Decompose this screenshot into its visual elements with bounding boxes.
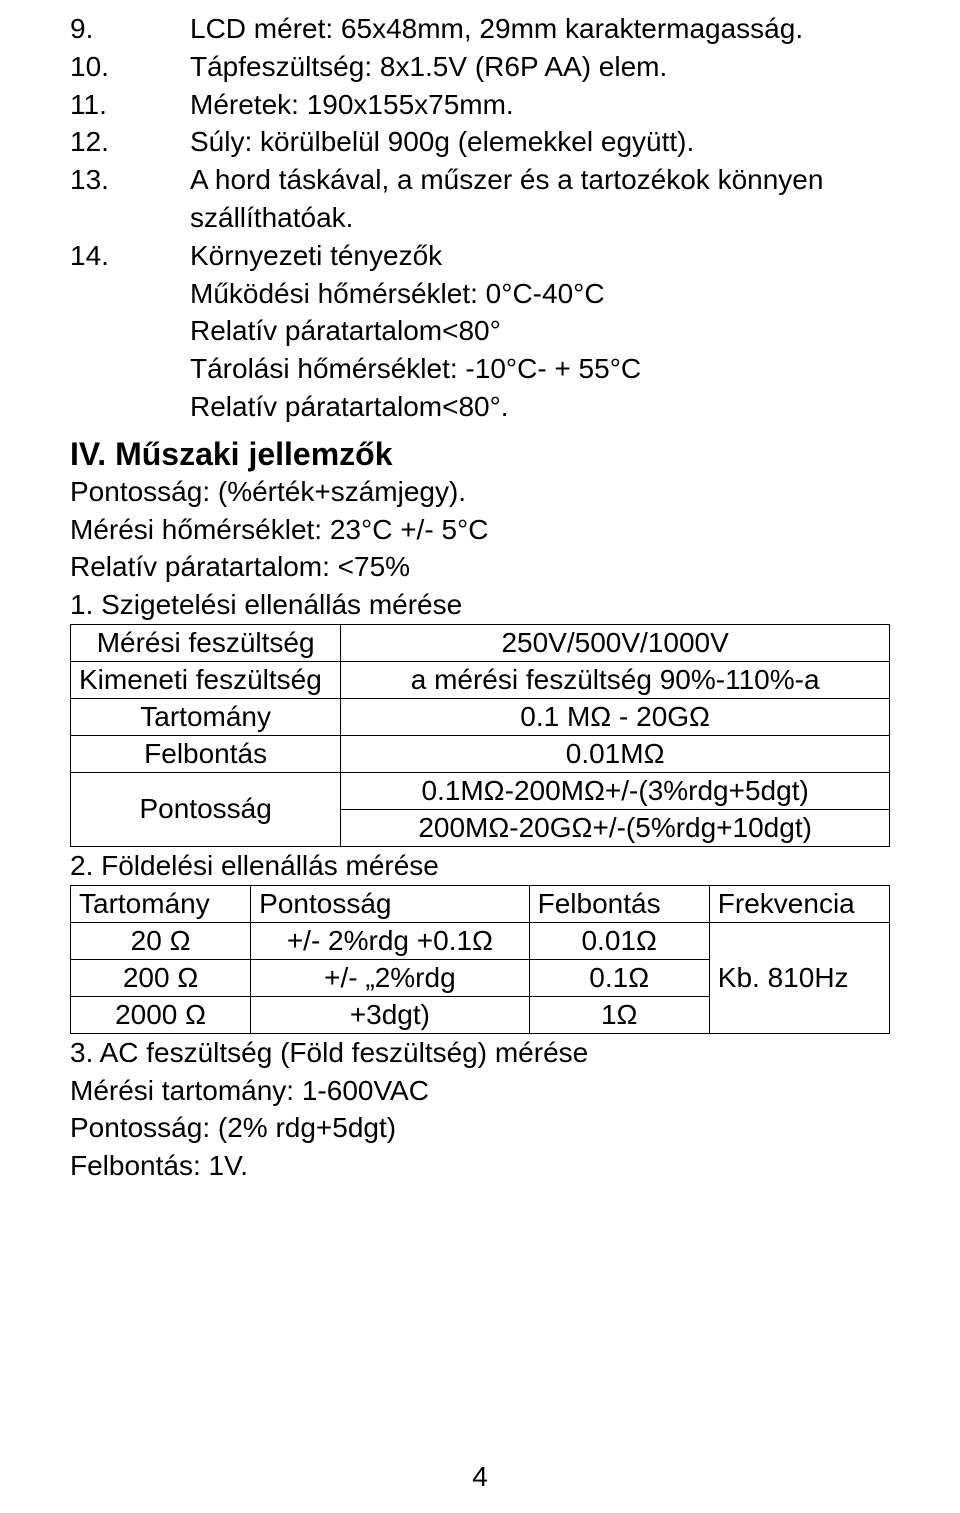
list-number: 11. xyxy=(70,86,190,124)
table-cell: Kimeneti feszültség xyxy=(71,661,341,698)
measurement-line: Felbontás: 1V. xyxy=(70,1147,890,1185)
list-number: 10. xyxy=(70,48,190,86)
section-sub: Relatív páratartalom: <75% xyxy=(70,548,890,586)
table-cell: +3dgt) xyxy=(251,996,529,1033)
table-cell: 250V/500V/1000V xyxy=(341,624,890,661)
table-cell: 0.1MΩ-200MΩ+/-(3%rdg+5dgt) xyxy=(341,772,890,809)
table-header: Felbontás xyxy=(529,885,709,922)
list-text: A hord táskával, a műszer és a tartozéko… xyxy=(190,161,890,237)
measurement-line: Pontosság: (2% rdg+5dgt) xyxy=(70,1109,890,1147)
table-cell: 0.01Ω xyxy=(529,922,709,959)
table-cell: +/- 2%rdg +0.1Ω xyxy=(251,922,529,959)
table-row: Kimeneti feszültség a mérési feszültség … xyxy=(71,661,890,698)
table-cell: Mérési feszültség xyxy=(71,624,341,661)
list-item: 13. A hord táskával, a műszer és a tarto… xyxy=(70,161,890,237)
list-number: 13. xyxy=(70,161,190,237)
insulation-table: Mérési feszültség 250V/500V/1000V Kimene… xyxy=(70,624,890,847)
list-item: 12. Súly: körülbelül 900g (elemekkel egy… xyxy=(70,123,890,161)
list-text: Súly: körülbelül 900g (elemekkel együtt)… xyxy=(190,123,890,161)
table-cell: +/- „2%rdg xyxy=(251,959,529,996)
env-line: Működési hőmérséklet: 0°C-40°C xyxy=(190,278,605,309)
table-header: Tartomány xyxy=(71,885,251,922)
measurement-title: 2. Földelési ellenállás mérése xyxy=(70,847,890,885)
table-cell: 200 Ω xyxy=(71,959,251,996)
page: 9. LCD méret: 65x48mm, 29mm karaktermaga… xyxy=(0,0,960,1513)
measurement-title: 3. AC feszültség (Föld feszültség) mérés… xyxy=(70,1034,890,1072)
list-text: LCD méret: 65x48mm, 29mm karaktermagassá… xyxy=(190,10,890,48)
table-header: Frekvencia xyxy=(709,885,889,922)
list-item: 10. Tápfeszültség: 8x1.5V (R6P AA) elem. xyxy=(70,48,890,86)
table-row: Tartomány Pontosság Felbontás Frekvencia xyxy=(71,885,890,922)
env-line: Tárolási hőmérséklet: -10°C- + 55°C xyxy=(190,353,641,384)
table-cell: 0.1Ω xyxy=(529,959,709,996)
section-heading: IV. Műszaki jellemzők xyxy=(70,436,890,473)
table-cell: 0.1 MΩ - 20GΩ xyxy=(341,698,890,735)
measurement-line: Mérési tartomány: 1-600VAC xyxy=(70,1072,890,1110)
list-text: Környezeti tényezők Működési hőmérséklet… xyxy=(190,237,890,426)
list-number: 9. xyxy=(70,10,190,48)
list-text: Méretek: 190x155x75mm. xyxy=(190,86,890,124)
section-sub: Mérési hőmérséklet: 23°C +/- 5°C xyxy=(70,511,890,549)
table-cell: Pontosság xyxy=(71,772,341,846)
env-line: Relatív páratartalom<80°. xyxy=(190,391,509,422)
table-cell: Kb. 810Hz xyxy=(709,922,889,1033)
table-cell: 1Ω xyxy=(529,996,709,1033)
grounding-table: Tartomány Pontosság Felbontás Frekvencia… xyxy=(70,885,890,1034)
list-text-line: Környezeti tényezők xyxy=(190,240,442,271)
env-line: Relatív páratartalom<80° xyxy=(190,315,501,346)
table-cell: 2000 Ω xyxy=(71,996,251,1033)
table-cell: 200MΩ-20GΩ+/-(5%rdg+10dgt) xyxy=(341,809,890,846)
list-item: 14. Környezeti tényezők Működési hőmérsé… xyxy=(70,237,890,426)
table-row: Felbontás 0.01MΩ xyxy=(71,735,890,772)
page-number: 4 xyxy=(0,1461,960,1493)
table-header: Pontosság xyxy=(251,885,529,922)
table-cell: 0.01MΩ xyxy=(341,735,890,772)
list-text: Tápfeszültség: 8x1.5V (R6P AA) elem. xyxy=(190,48,890,86)
list-item: 9. LCD méret: 65x48mm, 29mm karaktermaga… xyxy=(70,10,890,48)
table-cell: 20 Ω xyxy=(71,922,251,959)
list-number: 12. xyxy=(70,123,190,161)
table-cell: Tartomány xyxy=(71,698,341,735)
table-row: Pontosság 0.1MΩ-200MΩ+/-(3%rdg+5dgt) xyxy=(71,772,890,809)
measurement-title: 1. Szigetelési ellenállás mérése xyxy=(70,586,890,624)
table-cell: Felbontás xyxy=(71,735,341,772)
list-item: 11. Méretek: 190x155x75mm. xyxy=(70,86,890,124)
list-number: 14. xyxy=(70,237,190,426)
table-row: Tartomány 0.1 MΩ - 20GΩ xyxy=(71,698,890,735)
section-sub: Pontosság: (%érték+számjegy). xyxy=(70,473,890,511)
table-row: Mérési feszültség 250V/500V/1000V xyxy=(71,624,890,661)
table-row: 20 Ω +/- 2%rdg +0.1Ω 0.01Ω Kb. 810Hz xyxy=(71,922,890,959)
table-cell: a mérési feszültség 90%-110%-a xyxy=(341,661,890,698)
